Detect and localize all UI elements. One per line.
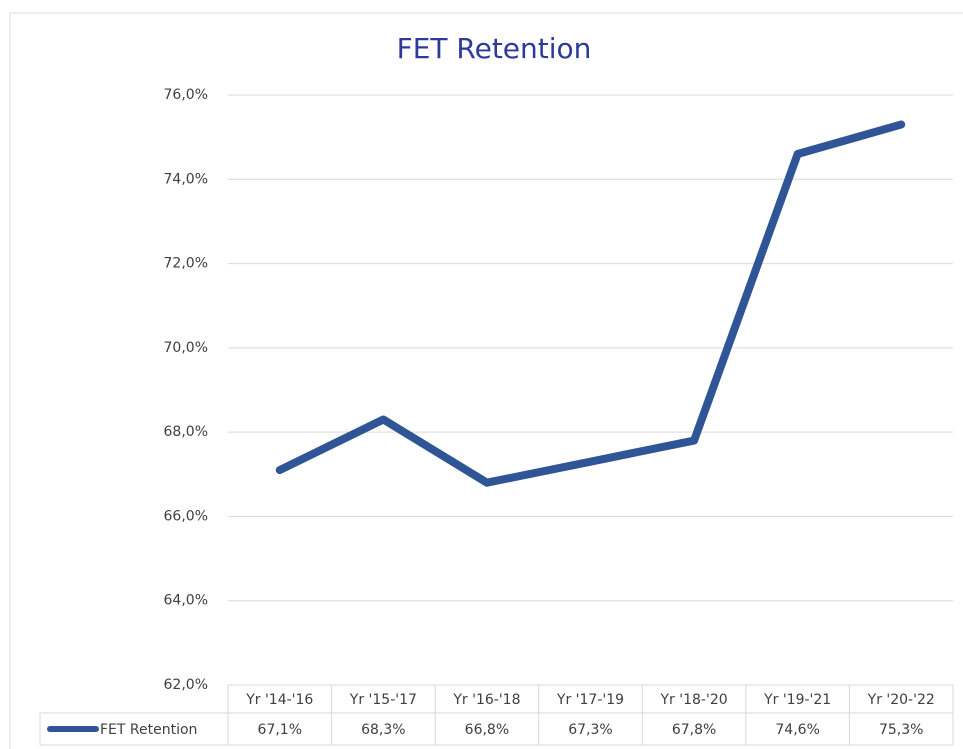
legend-label: FET Retention [100,722,197,738]
data-label: 75,3% [879,722,923,738]
data-label: 66,8% [465,722,509,738]
data-label: 67,1% [258,722,302,738]
data-label: 68,3% [361,722,405,738]
x-tick-label: Yr '20-'22 [867,692,935,708]
y-tick-label: 66,0% [164,508,208,524]
data-label: 74,6% [775,722,819,738]
chart-frame [9,12,963,749]
x-tick-label: Yr '17-'19 [556,692,624,708]
x-tick-label: Yr '14-'16 [245,692,313,708]
y-tick-label: 64,0% [164,593,208,609]
x-tick-label: Yr '15-'17 [349,692,417,708]
y-tick-label: 68,0% [164,424,208,440]
y-tick-label: 76,0% [164,87,208,103]
y-tick-label: 70,0% [164,340,208,356]
y-tick-label: 72,0% [164,256,208,272]
data-label: 67,8% [672,722,716,738]
x-tick-label: Yr '19-'21 [763,692,831,708]
x-tick-label: Yr '18-'20 [660,692,728,708]
data-label: 67,3% [568,722,612,738]
series-line [275,120,906,487]
x-tick-label: Yr '16-'18 [452,692,520,708]
chart-title: FET Retention [397,32,592,65]
y-tick-label: 62,0% [164,677,208,693]
y-tick-label: 74,0% [164,171,208,187]
